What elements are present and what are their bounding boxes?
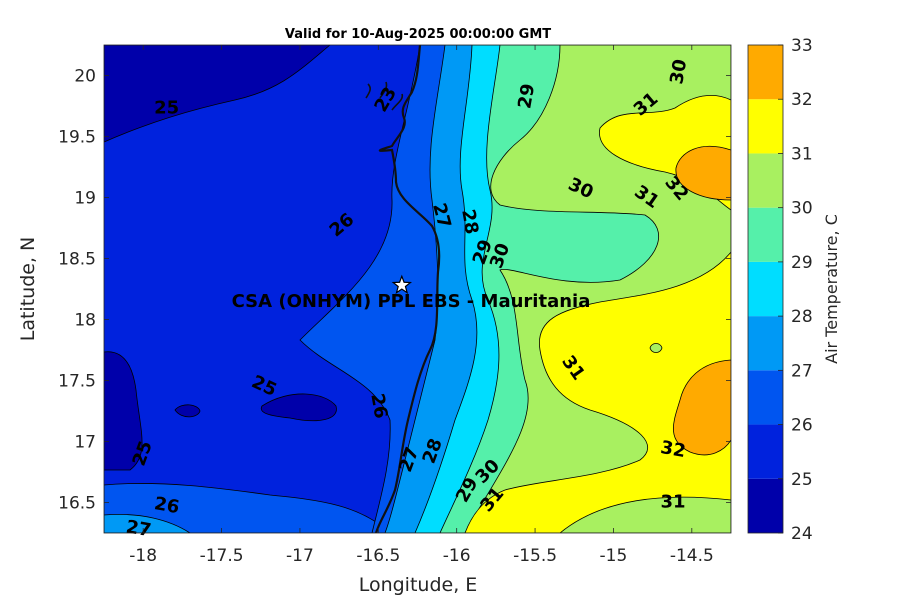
colorbar-tick-label: 30 — [791, 199, 813, 219]
colorbar — [748, 45, 783, 533]
x-tick-label: -18 — [129, 546, 157, 566]
y-tick-label: 20 — [74, 67, 96, 87]
colorbar-segment — [748, 45, 783, 100]
colorbar-tick-label: 28 — [791, 307, 813, 327]
x-tick-label: -17.5 — [200, 546, 244, 566]
contour-label: 26 — [366, 392, 391, 420]
contour-label: 25 — [154, 97, 179, 118]
band-32-33-southeast — [673, 359, 731, 456]
coastline — [374, 45, 441, 533]
x-axis-label: Longitude, E — [359, 574, 478, 596]
y-tick-label: 19.5 — [58, 128, 96, 148]
contour-label: 32 — [659, 437, 687, 462]
colorbar-tick-label: 33 — [791, 36, 813, 56]
colorbar-segment — [748, 316, 783, 371]
y-tick-label: 18 — [74, 311, 96, 331]
colorbar-segment — [748, 207, 783, 262]
colorbar-ticks: 24 25 26 27 28 29 30 31 32 33 — [778, 36, 813, 544]
y-tick-label: 17 — [74, 433, 96, 453]
band-31-32-southeast — [464, 251, 731, 533]
contour-label: 26 — [153, 493, 181, 518]
band-26-27-southwest — [104, 483, 391, 533]
x-tick-label: -16 — [443, 546, 471, 566]
y-tick-label: 17.5 — [58, 372, 96, 392]
band-30-31-islet — [649, 343, 663, 353]
colorbar-tick-label: 27 — [791, 361, 813, 381]
y-axis-label: Latitude, N — [17, 237, 39, 342]
colorbar-label: Air Temperature, C — [822, 214, 841, 364]
contour-label: 31 — [660, 492, 685, 513]
band-24-25-west — [104, 351, 143, 471]
map-title: Valid for 10-Aug-2025 00:00:00 GMT — [285, 27, 551, 42]
band-24-25-islet — [174, 404, 201, 418]
colorbar-tick-label: 26 — [791, 416, 813, 436]
map-plot-area — [104, 45, 731, 533]
colorbar-segment — [748, 424, 783, 479]
x-tick-label: -16.5 — [356, 546, 400, 566]
x-tick-label: -15 — [600, 546, 628, 566]
x-tick-label: -17 — [286, 546, 314, 566]
band-24-25-patch — [260, 393, 337, 422]
colorbar-segment — [748, 153, 783, 208]
band-32-33-northeast — [675, 145, 731, 201]
contour-label: 28 — [457, 208, 482, 236]
site-label: CSA (ONHYM) PPL EBS - Mauritania — [232, 291, 591, 312]
colorbar-tick-label: 31 — [791, 144, 813, 164]
x-tick-label: -15.5 — [513, 546, 557, 566]
y-tick-label: 18.5 — [58, 250, 96, 270]
x-axis-ticks: -18 -17.5 -17 -16.5 -16 -15.5 -15 -14.5 — [129, 45, 714, 566]
colorbar-tick-label: 32 — [791, 90, 813, 110]
site-star-icon — [391, 274, 412, 294]
coastal-islands — [365, 81, 404, 111]
contour-label: 29 — [514, 82, 539, 110]
contour-label: 27 — [124, 516, 152, 541]
plot-frame — [103, 44, 732, 534]
y-tick-label: 16.5 — [58, 494, 96, 514]
colorbar-segment — [748, 370, 783, 425]
colorbar-tick-label: 25 — [791, 470, 813, 490]
band-24-25-north — [104, 45, 331, 143]
colorbar-tick-label: 24 — [791, 524, 813, 544]
colorbar-segment — [748, 478, 783, 533]
x-tick-label: -14.5 — [670, 546, 714, 566]
colorbar-frame — [747, 44, 784, 534]
contour-label: 30 — [666, 58, 691, 86]
colorbar-tick-label: 29 — [791, 253, 813, 273]
y-tick-label: 19 — [74, 189, 96, 209]
colorbar-segment — [748, 261, 783, 317]
colorbar-segment — [748, 99, 783, 154]
y-axis-ticks: 16.5 17 17.5 18 18.5 19 19.5 20 — [58, 67, 731, 514]
